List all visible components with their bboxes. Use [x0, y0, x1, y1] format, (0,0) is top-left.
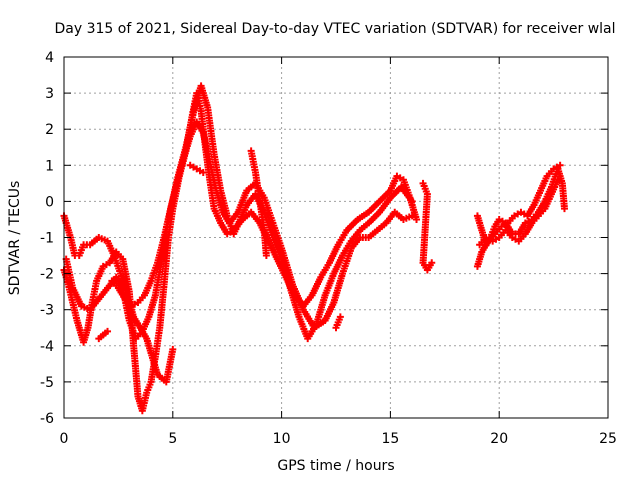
x-tick-label: 10	[273, 431, 291, 447]
data-series	[60, 82, 568, 415]
x-axis-label: GPS time / hours	[277, 458, 394, 474]
y-tick-label: -3	[40, 303, 54, 319]
data-point	[408, 212, 416, 220]
data-point	[556, 161, 564, 169]
data-point	[104, 327, 112, 335]
chart-title: Day 315 of 2021, Sidereal Day-to-day VTE…	[54, 21, 615, 37]
y-tick-label: 2	[45, 122, 54, 138]
x-tick-label: 5	[168, 431, 177, 447]
y-tick-label: -6	[40, 411, 54, 427]
x-tick-label: 25	[599, 431, 617, 447]
data-point	[336, 313, 344, 321]
y-axis-label: SDTVAR / TECUs	[7, 181, 23, 296]
axis-ticks: 0 5 10 15 20 25 -6 -5 -4 -3 -2 -1 0 1 2 3 4	[40, 50, 617, 447]
y-tick-label: -5	[40, 375, 54, 391]
x-tick-label: 15	[381, 431, 399, 447]
data-point	[560, 205, 568, 213]
data-point	[199, 169, 207, 177]
data-point	[408, 197, 416, 205]
data-point	[428, 259, 436, 267]
y-tick-label: -4	[40, 339, 54, 355]
y-tick-label: -1	[40, 231, 54, 247]
y-tick-label: 4	[45, 50, 54, 66]
data-point	[262, 252, 270, 260]
data-point	[554, 176, 562, 184]
data-point	[413, 215, 421, 223]
y-tick-label: 0	[45, 194, 54, 210]
x-tick-label: 0	[60, 431, 69, 447]
y-tick-label: -2	[40, 267, 54, 283]
x-tick-label: 20	[490, 431, 508, 447]
y-tick-label: 3	[45, 86, 54, 102]
y-tick-label: 1	[45, 158, 54, 174]
data-point	[169, 345, 177, 353]
